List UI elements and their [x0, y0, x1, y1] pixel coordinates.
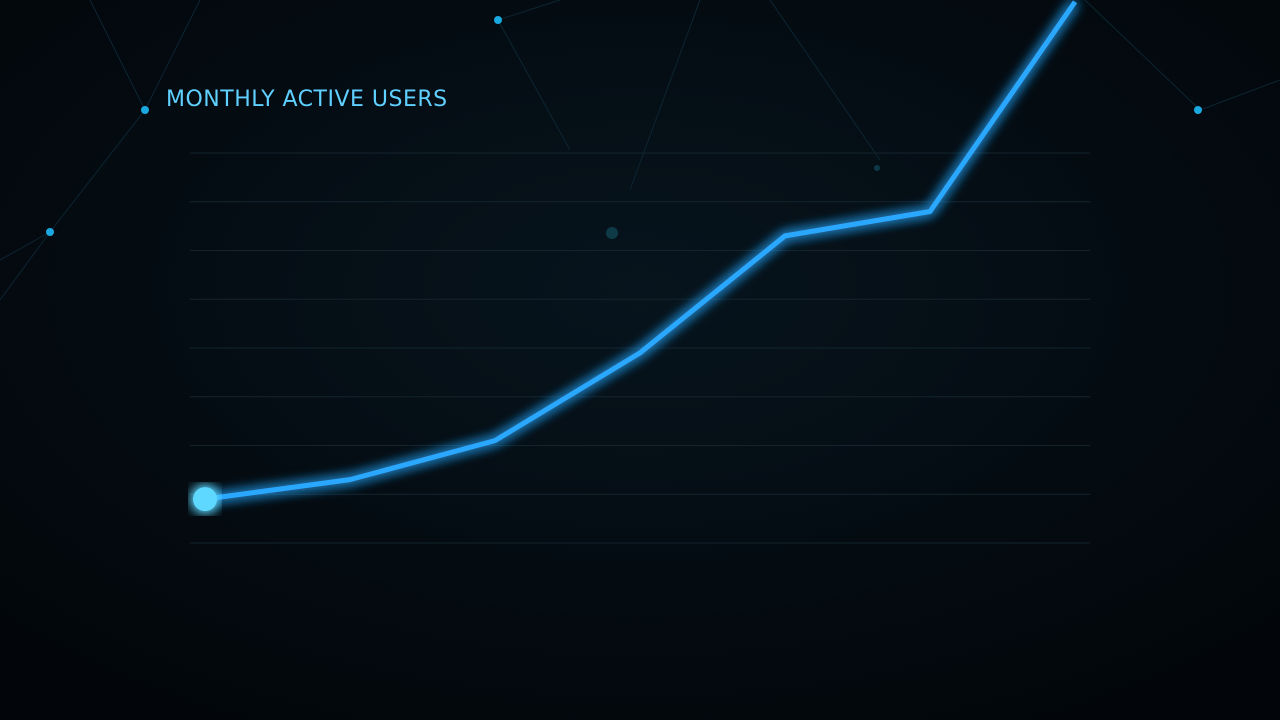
network-dots: [46, 16, 1202, 239]
chart-title: MONTHLY ACTIVE USERS: [166, 87, 448, 112]
line-series: [204, 0, 1078, 502]
start-point: [193, 487, 217, 512]
